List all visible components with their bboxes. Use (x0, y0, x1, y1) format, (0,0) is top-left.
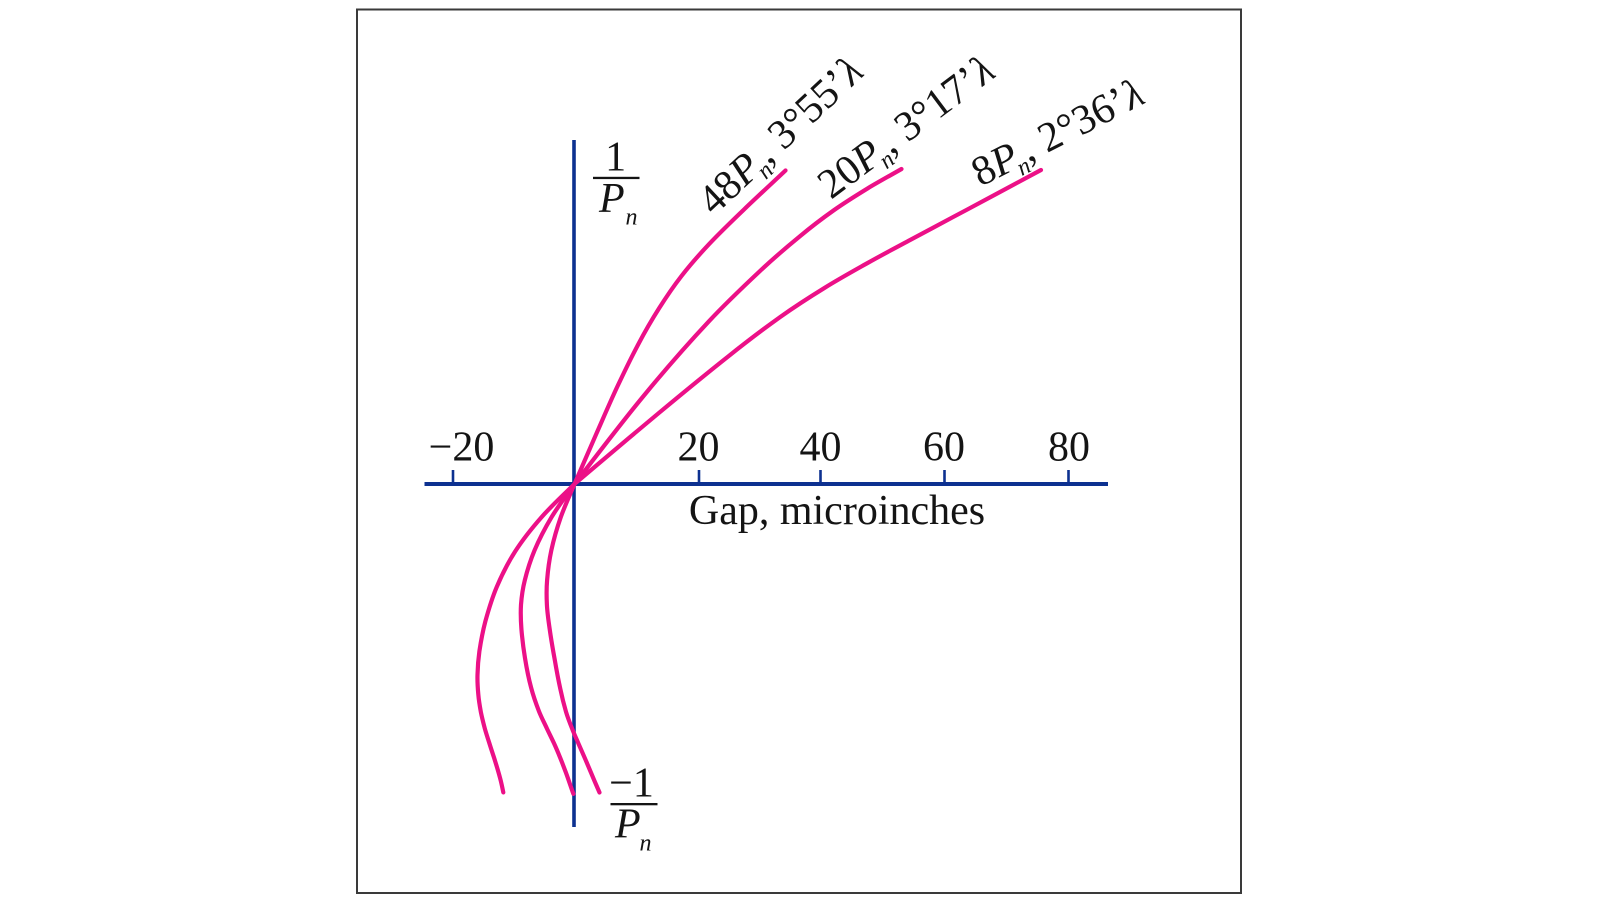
svg-text:−20: −20 (429, 425, 495, 471)
svg-text:n: n (640, 831, 652, 857)
svg-text:−1: −1 (609, 761, 654, 807)
svg-text:Gap, microinches: Gap, microinches (689, 488, 985, 534)
svg-text:80: 80 (1048, 425, 1090, 471)
svg-text:1: 1 (605, 135, 626, 181)
svg-text:P: P (598, 176, 625, 222)
svg-text:20: 20 (678, 425, 720, 471)
svg-text:P: P (614, 801, 641, 847)
svg-text:40: 40 (800, 425, 842, 471)
svg-text:n: n (626, 205, 638, 231)
svg-text:60: 60 (923, 425, 965, 471)
